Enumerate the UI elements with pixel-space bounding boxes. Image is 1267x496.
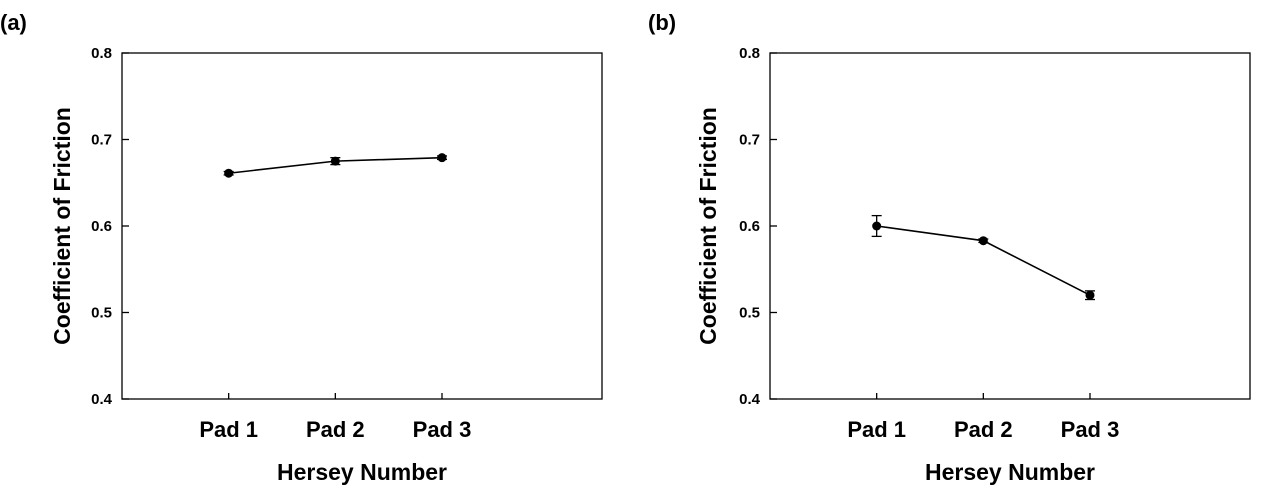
data-series-a xyxy=(223,153,447,178)
chart-panel-b: (b) 0.4 0.5 0.6 0.7 0.8 Pad 1 Pad 2 Pad 3 Hers… xyxy=(648,10,1251,485)
panel-label-a: (a) xyxy=(0,10,27,35)
y-tick-label-b: 0.5 xyxy=(739,305,760,322)
y-ticks-b: 0.4 0.5 0.6 0.7 0.8 xyxy=(739,45,777,408)
y-tick-label-a: 0.5 xyxy=(91,305,112,322)
data-point-b xyxy=(872,221,882,231)
y-tick-label-b: 0.8 xyxy=(739,45,760,62)
x-category-labels-b: Pad 1 Pad 2 Pad 3 xyxy=(847,393,1119,442)
x-category-label-a: Pad 1 xyxy=(199,417,258,442)
x-category-label-b: Pad 1 xyxy=(847,417,906,442)
data-point-a xyxy=(224,168,234,178)
data-point-a xyxy=(437,153,447,163)
x-axis-title-b: Hersey Number xyxy=(925,459,1095,485)
data-point-b xyxy=(978,236,988,246)
panel-label-b: (b) xyxy=(648,10,676,35)
y-tick-label-b: 0.4 xyxy=(739,391,761,408)
x-category-label-a: Pad 3 xyxy=(413,417,472,442)
y-tick-label-a: 0.7 xyxy=(91,132,112,149)
y-axis-title-b: Coefficient of Friction xyxy=(695,107,721,345)
y-tick-label-b: 0.6 xyxy=(739,218,760,235)
y-tick-label-a: 0.4 xyxy=(91,391,113,408)
plot-frame-a xyxy=(121,52,603,400)
y-tick-label-a: 0.6 xyxy=(91,218,112,235)
y-axis-title-a: Coefficient of Friction xyxy=(49,107,75,345)
y-tick-label-a: 0.8 xyxy=(91,45,112,62)
chart-panel-a: (a) 0.4 0.5 0.6 0.7 0.8 Pad 1 Pad 2 Pad 3 Hers… xyxy=(0,10,603,485)
y-tick-label-b: 0.7 xyxy=(739,132,760,149)
y-ticks-a: 0.4 0.5 0.6 0.7 0.8 xyxy=(91,45,129,408)
x-category-label-a: Pad 2 xyxy=(306,417,365,442)
data-series-b xyxy=(871,214,1095,301)
x-category-label-b: Pad 2 xyxy=(954,417,1013,442)
x-axis-title-a: Hersey Number xyxy=(277,459,447,485)
data-point-b xyxy=(1085,290,1095,300)
x-category-label-b: Pad 3 xyxy=(1061,417,1120,442)
plot-frame-b xyxy=(769,52,1251,400)
x-category-labels-a: Pad 1 Pad 2 Pad 3 xyxy=(199,393,471,442)
data-point-a xyxy=(330,156,340,166)
